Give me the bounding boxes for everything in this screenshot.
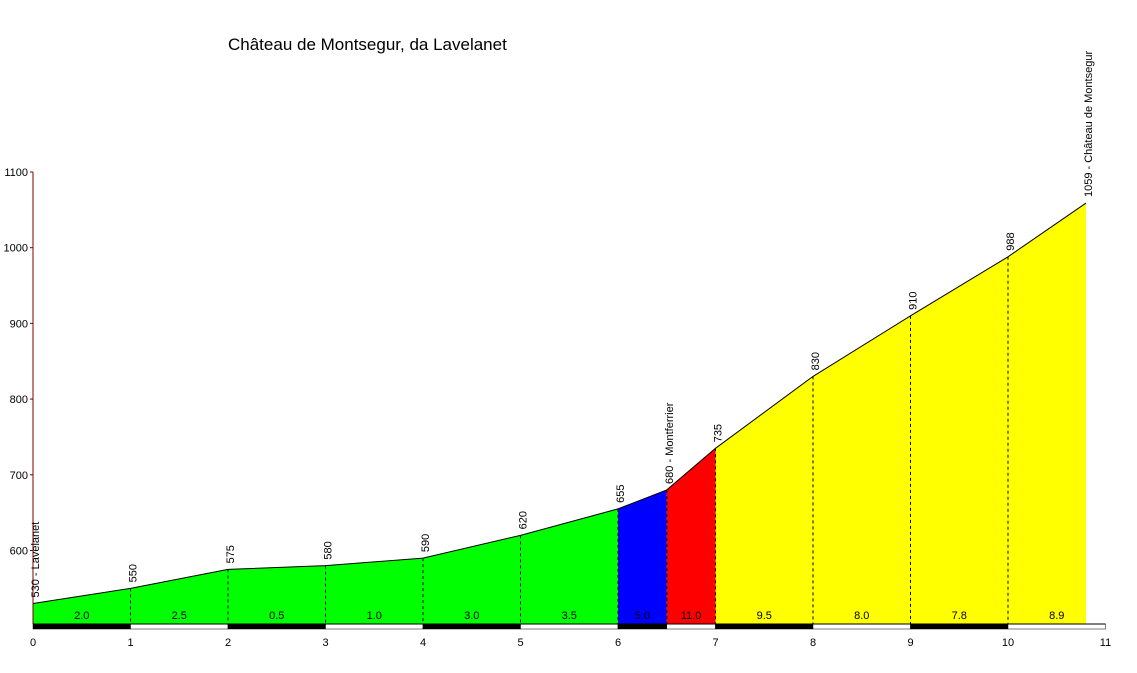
gradient-bar-block — [910, 623, 1009, 630]
x-tick-label: 6 — [615, 637, 621, 649]
gradient-label: 5.0 — [635, 610, 650, 622]
x-tick-label: 8 — [810, 637, 816, 649]
gradient-label: 2.5 — [172, 610, 187, 622]
elevation-label: 910 — [908, 291, 920, 309]
elevation-label: 1059 - Château de Montsegur — [1083, 51, 1095, 197]
x-tick-label: 2 — [225, 637, 231, 649]
elevation-label: 830 — [810, 352, 822, 370]
gradient-label: 9.5 — [757, 610, 772, 622]
elevation-label: 550 — [128, 564, 140, 582]
gradient-label: 8.0 — [854, 610, 869, 622]
x-tick-label: 5 — [517, 637, 523, 649]
gradient-bar-block — [32, 623, 131, 630]
x-tick-label: 0 — [30, 637, 36, 649]
gradient-label: 7.8 — [952, 610, 967, 622]
profile-segment-fill — [666, 448, 716, 624]
y-tick-label: 900 — [10, 318, 28, 330]
elevation-label: 735 — [713, 424, 725, 442]
x-tick-label: 4 — [420, 637, 426, 649]
gradient-bar-block — [666, 623, 716, 630]
profile-segment-fill — [715, 203, 1086, 625]
x-tick-label: 9 — [907, 637, 913, 649]
elevation-label: 575 — [225, 545, 237, 563]
elevation-label: 530 - Lavelanet — [30, 522, 42, 598]
gradient-label: 2.0 — [74, 610, 89, 622]
gradient-bar-block — [1007, 623, 1106, 630]
gradient-bar-block — [617, 623, 667, 630]
y-tick-label: 1100 — [4, 167, 28, 179]
profile-line — [32, 202, 1087, 604]
elevation-label: 655 — [615, 485, 627, 503]
chart-title: Château de Montsegur, da Lavelanet — [228, 35, 507, 54]
x-tick-label: 10 — [1002, 637, 1014, 649]
gradient-label: 0.5 — [269, 610, 284, 622]
x-tick-label: 3 — [322, 637, 328, 649]
gradient-label: 11.0 — [681, 610, 702, 622]
y-tick-label: 600 — [10, 546, 28, 558]
y-tick-label: 700 — [10, 470, 28, 482]
elevation-label: 580 — [323, 541, 335, 559]
gradient-label: 3.5 — [562, 610, 577, 622]
gradient-label: 1.0 — [367, 610, 382, 622]
elevation-label: 988 — [1005, 232, 1017, 250]
elevation-label: 590 — [420, 534, 432, 552]
gradient-bar-block — [520, 623, 619, 630]
profile-segment-fill — [618, 489, 667, 624]
gradient-bar-block — [422, 623, 521, 630]
y-tick-label: 1000 — [4, 243, 28, 255]
y-tick-label: 800 — [10, 394, 28, 406]
gradient-bar-block — [715, 623, 814, 630]
x-tick-label: 11 — [1100, 637, 1111, 649]
gradient-bar-block — [325, 623, 424, 630]
gradient-bar-block — [227, 623, 326, 630]
gradient-bar-block — [130, 623, 229, 630]
gradient-label: 3.0 — [464, 610, 479, 622]
gradient-bar-block — [812, 623, 911, 630]
gradient-label: 8.9 — [1049, 610, 1064, 622]
x-tick-label: 7 — [712, 637, 718, 649]
x-tick-label: 1 — [127, 637, 133, 649]
elevation-label: 620 — [518, 511, 530, 529]
elevation-label: 680 - Montferrier — [664, 402, 676, 484]
